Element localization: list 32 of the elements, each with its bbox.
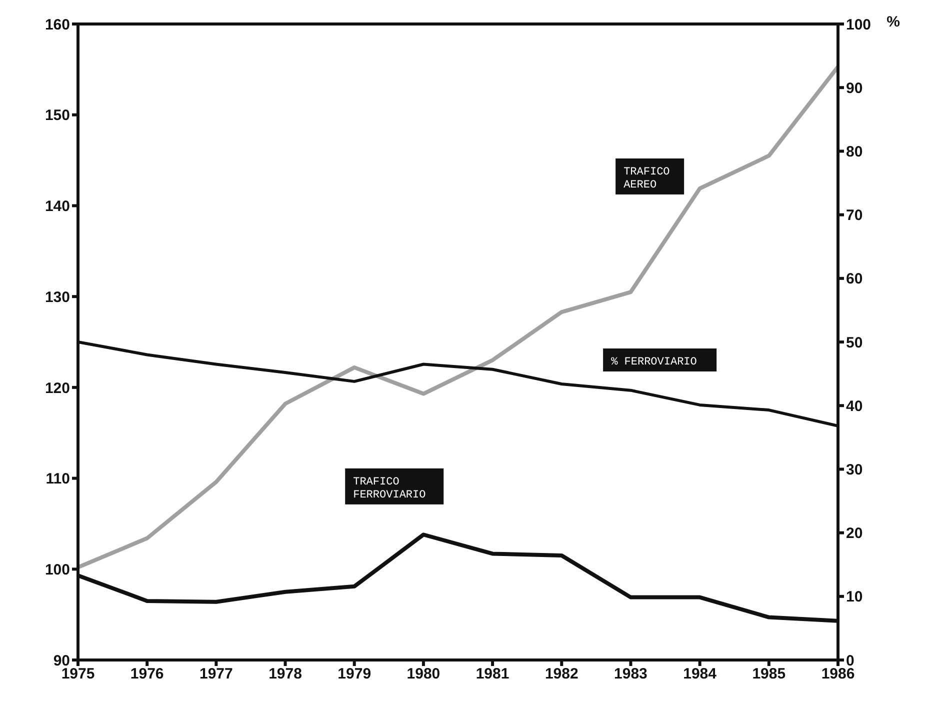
- x-tick-label: 1985: [752, 666, 786, 683]
- y2-tick-label: 90: [846, 80, 863, 97]
- x-tick-label: 1981: [476, 666, 510, 683]
- y-tick-label: 130: [44, 288, 70, 306]
- x-tick-label: 1980: [406, 666, 440, 683]
- x-tick-label: 1976: [130, 666, 164, 683]
- y-tick-label: 140: [44, 198, 70, 216]
- y-tick-label: 150: [44, 107, 70, 124]
- y-tick-label: 120: [44, 380, 70, 397]
- x-tick-label: 1977: [199, 666, 233, 683]
- x-tick-label: 1984: [683, 666, 718, 683]
- text: TRAFICO AEREO: [624, 166, 670, 192]
- y2-tick-label: 40: [846, 398, 863, 415]
- y2-tick-label: 70: [846, 207, 863, 224]
- x-tick-label: 1982: [544, 666, 578, 683]
- y2-tick-label: 50: [846, 334, 863, 352]
- y2-tick-label: 100: [846, 16, 872, 34]
- series-label: % FERROVIARIO: [611, 356, 698, 368]
- y-tick-label: 160: [44, 16, 70, 34]
- x-tick-label: 1979: [338, 666, 372, 683]
- y2-tick-label: 10: [846, 588, 863, 606]
- y2-tick-label: 60: [846, 270, 863, 288]
- y-tick-label: 100: [44, 561, 70, 578]
- x-tick-label: 1978: [268, 666, 302, 683]
- y-tick-label: 110: [46, 470, 70, 488]
- y2-tick-label: 80: [846, 144, 863, 161]
- y2-tick-label: 30: [846, 462, 863, 479]
- text: TRAFICO FERROVIARIO: [353, 476, 426, 502]
- y2-tick-label: 20: [846, 525, 863, 542]
- x-tick-label: 1983: [614, 666, 648, 683]
- line-series: [78, 64, 838, 570]
- y2-axis-title: %: [886, 14, 900, 31]
